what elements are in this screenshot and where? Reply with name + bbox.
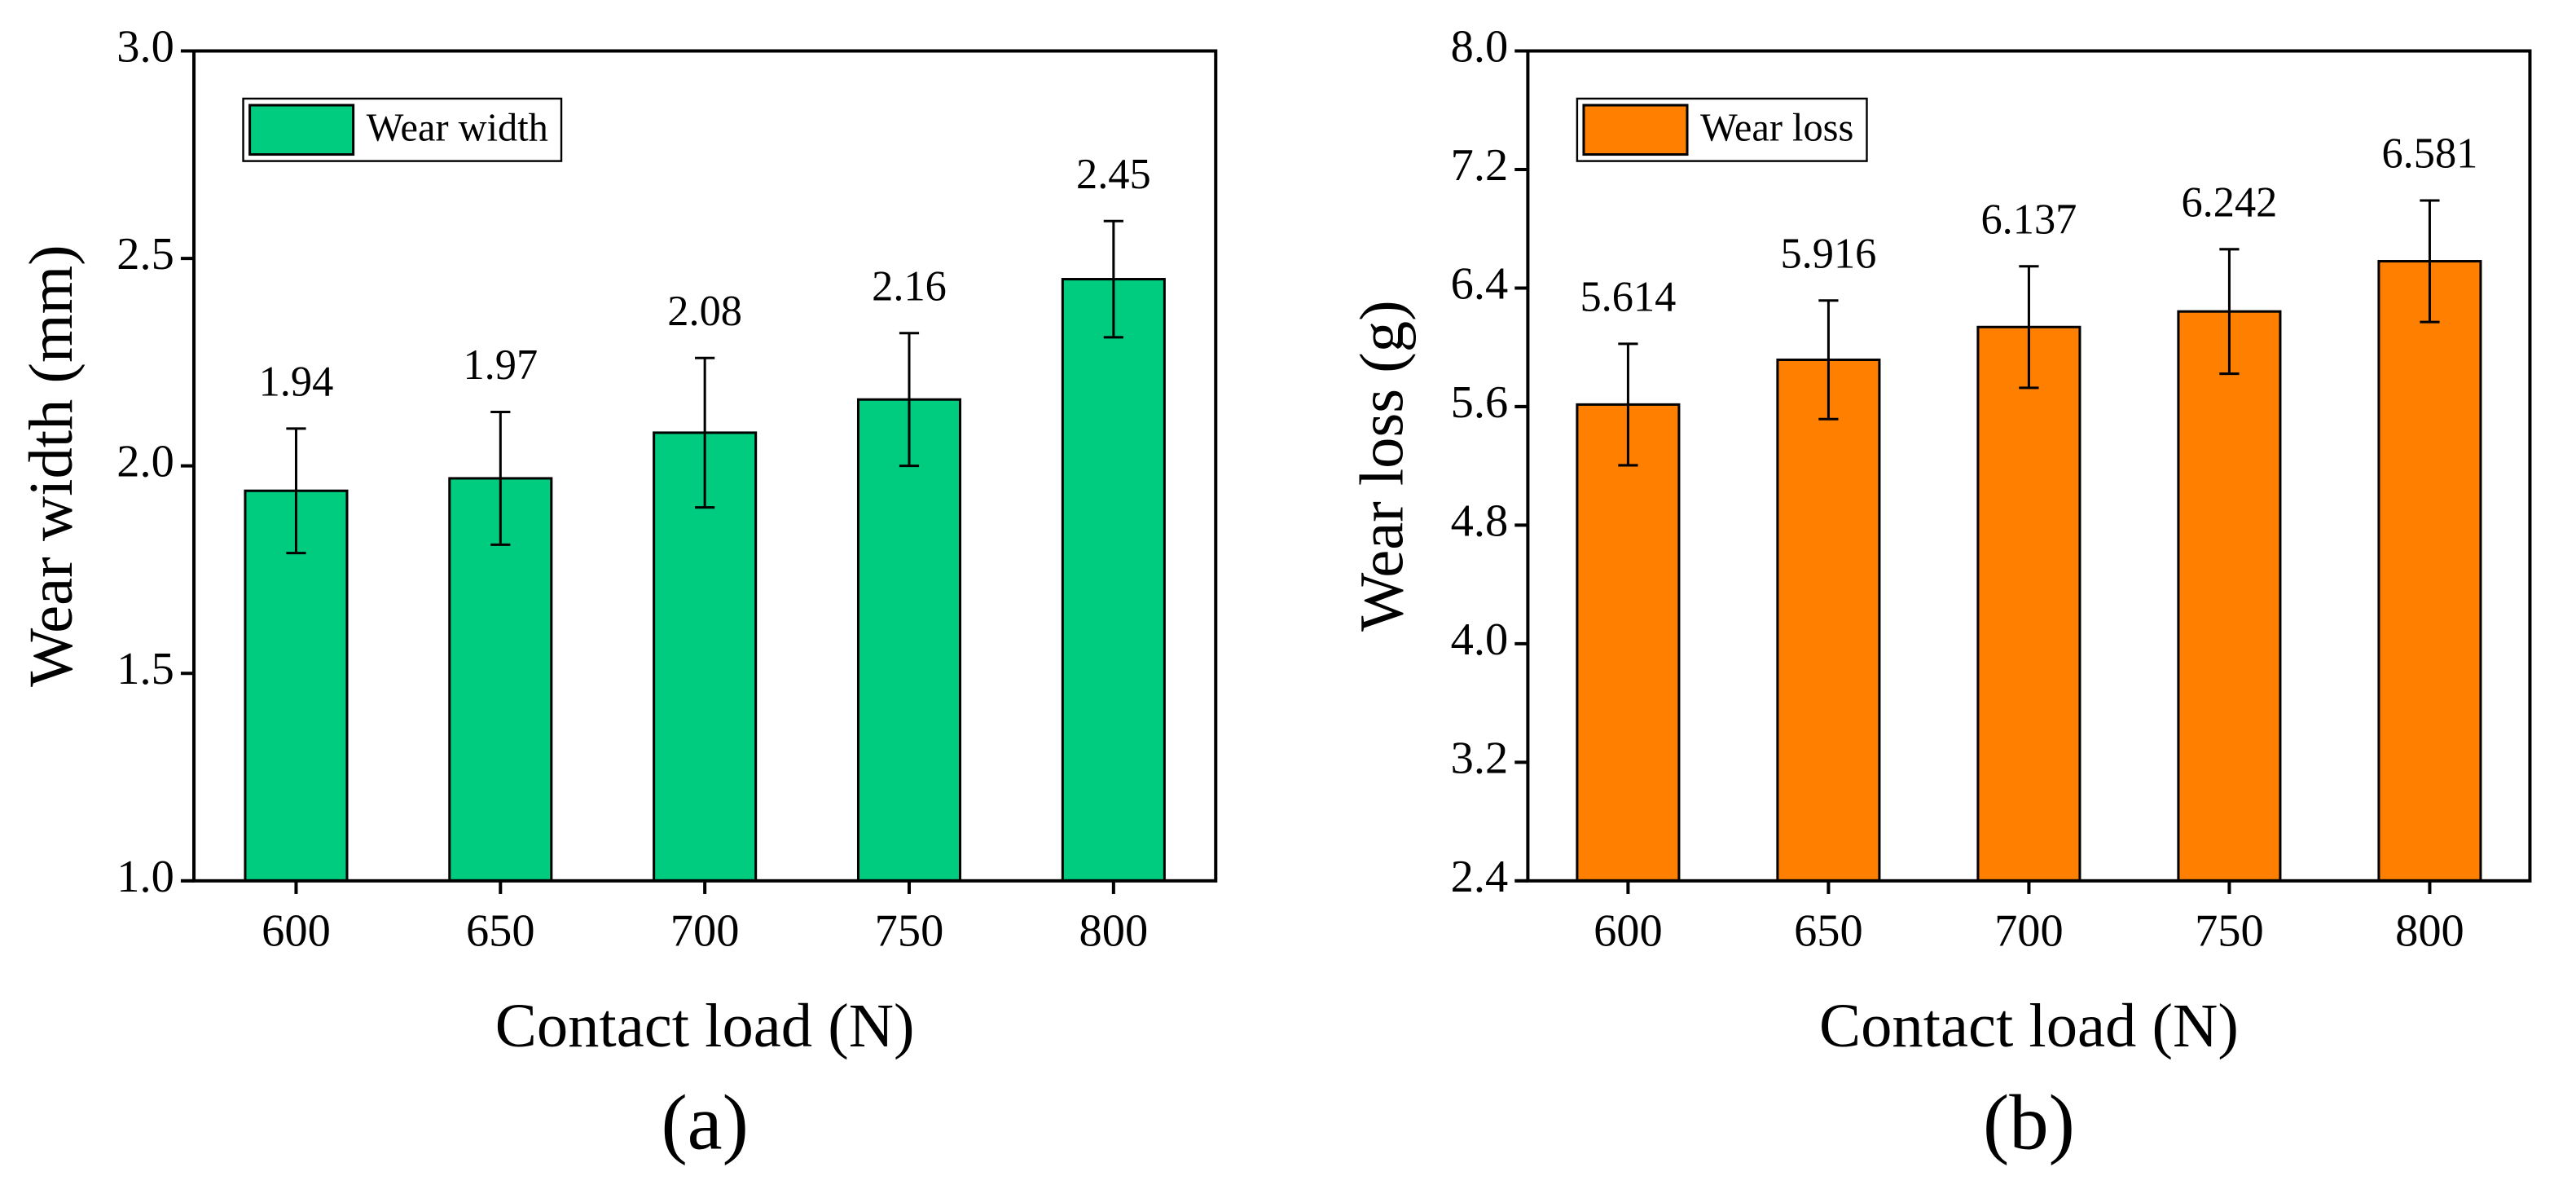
y-tick-label: 5.6: [1451, 377, 1509, 428]
value-label: 5.916: [1780, 230, 1876, 277]
value-label: 6.581: [2381, 130, 2477, 178]
panel-caption: (a): [661, 1079, 748, 1166]
bar: [244, 489, 349, 883]
y-tick-label: 1.5: [116, 644, 174, 694]
value-label: 1.97: [463, 341, 538, 389]
bar: [1061, 278, 1166, 883]
y-tick-label: 3.2: [1451, 733, 1509, 783]
y-axis-label: Wear width (mm): [16, 244, 86, 687]
y-tick-label: 2.0: [116, 437, 174, 487]
legend-label: Wear width: [367, 106, 548, 149]
panel-caption: (b): [1983, 1079, 2075, 1166]
x-tick-label: 750: [2195, 905, 2264, 956]
x-tick-label: 800: [2395, 905, 2464, 956]
value-label: 1.94: [259, 358, 334, 405]
value-label: 2.08: [667, 288, 742, 335]
x-tick-label: 650: [1794, 905, 1863, 956]
chart: 1.94 1.97 2.08 2.16 2.45 Wear width 1.0 1.5 2.0 2…: [16, 21, 1218, 1166]
value-label: 6.137: [1980, 196, 2077, 243]
legend-swatch: [248, 104, 355, 156]
bar: [1976, 325, 2081, 883]
y-tick-label: 2.4: [1451, 852, 1509, 902]
bar: [856, 398, 962, 883]
y-tick-label: 8.0: [1451, 21, 1509, 72]
x-tick-label: 700: [1994, 905, 2064, 956]
y-tick-label: 7.2: [1451, 140, 1509, 191]
value-label: 6.242: [2181, 178, 2277, 226]
x-tick-label: 750: [875, 905, 944, 956]
x-tick-label: 800: [1079, 905, 1149, 956]
x-axis-label: Contact load (N): [1819, 991, 2239, 1060]
x-tick-label: 700: [670, 905, 740, 956]
bar: [1776, 358, 1881, 883]
value-label: 2.16: [872, 262, 947, 310]
chart: 5.614 5.916 6.137 6.242 6.581 Wear loss 2.4 3.2…: [1347, 21, 2532, 1166]
x-tick-label: 600: [262, 905, 331, 956]
y-tick-label: 4.0: [1451, 614, 1509, 665]
bar: [1576, 403, 1681, 883]
bar: [2377, 260, 2482, 883]
legend-label: Wear loss: [1700, 106, 1853, 149]
y-tick-label: 6.4: [1451, 258, 1509, 309]
y-axis-label: Wear loss (g): [1347, 300, 1417, 632]
bar: [2177, 310, 2282, 883]
value-label: 2.45: [1076, 151, 1151, 198]
y-tick-label: 2.5: [116, 229, 174, 280]
y-tick-label: 1.0: [116, 852, 174, 902]
value-label: 5.614: [1580, 273, 1676, 320]
legend-swatch: [1582, 104, 1689, 156]
y-tick-label: 4.8: [1451, 495, 1509, 546]
x-tick-label: 650: [466, 905, 535, 956]
x-tick-label: 600: [1594, 905, 1663, 956]
y-tick-label: 3.0: [116, 21, 174, 72]
x-axis-label: Contact load (N): [495, 991, 915, 1060]
